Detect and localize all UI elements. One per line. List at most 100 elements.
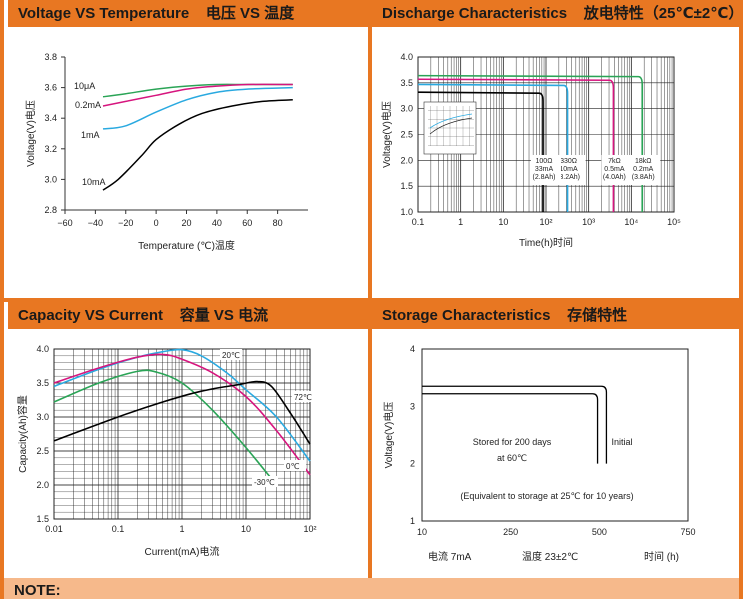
vt-series-label: 10μA — [74, 81, 95, 91]
st-y-tick-label: 4 — [410, 344, 415, 354]
dc-series-line — [417, 91, 544, 212]
dc-y-tick-label: 3.5 — [400, 78, 413, 88]
st-initial-label: Initial — [611, 437, 632, 447]
vt-x-tick-label: −40 — [88, 218, 103, 228]
vt-y-axis-label: Voltage(V)电压 — [24, 100, 37, 167]
vt-series-line — [102, 86, 293, 130]
dc-x-axis-label: Time(h)时间 — [519, 236, 573, 249]
st-condition-temp: 温度 23±2℃ — [522, 550, 578, 563]
dc-inset-curve — [429, 113, 473, 129]
st-y-tick-label: 2 — [410, 459, 415, 469]
discharge-chart: 1.0 1.5 2.0 2.5 3.0 3.5 4.0 0.1 1 10 10² 10³ 10⁴ 10⁵ T… — [380, 52, 681, 249]
cc-x-axis-label: Current(mA)电流 — [144, 545, 219, 558]
capacity-current-header: Capacity VS Current 容量 VS 电流 — [8, 302, 368, 329]
cc-label-backdrop — [220, 349, 242, 360]
voltage-temperature-panel: Voltage VS Temperature 电压 VS 温度 2.8 3.0 3.… — [8, 0, 368, 298]
cc-label-backdrop — [284, 460, 306, 471]
dc-inset-curve — [429, 117, 473, 135]
vt-y-tick-label: 3.0 — [44, 174, 57, 184]
discharge-title: Discharge Characteristics — [382, 5, 568, 22]
st-stored-label-1: Stored for 200 days — [473, 437, 552, 447]
note-bar: NOTE: — [4, 578, 739, 599]
discharge-header: Discharge Characteristics 放电特性（25℃±2℃） — [372, 0, 739, 27]
vt-y-tick-label: 3.6 — [44, 83, 57, 93]
vt-series-label: 10mA — [82, 177, 106, 187]
dc-y-tick-label: 1.0 — [400, 207, 413, 217]
cc-y-tick-label: 3.5 — [36, 378, 49, 388]
st-series-line — [422, 393, 599, 464]
dc-x-tick-label: 10³ — [582, 217, 595, 227]
capacity-current-title-cn: 容量 VS 电流 — [179, 307, 269, 324]
voltage-temperature-title-cn: 电压 VS 温度 — [205, 5, 295, 22]
vt-series-line — [102, 83, 293, 107]
dc-x-tick-label: 10⁵ — [667, 217, 681, 227]
vt-series-label: 1mA — [81, 130, 100, 140]
st-condition-current: 电流 7mA — [428, 550, 472, 563]
dc-x-tick-label: 10⁴ — [624, 217, 638, 227]
st-x-tick-label: 250 — [503, 527, 518, 537]
cc-label-backdrop — [292, 391, 314, 402]
note-label: NOTE: — [14, 582, 61, 599]
discharge-body: 1.0 1.5 2.0 2.5 3.0 3.5 4.0 0.1 1 10 10² 10³ 10⁴ 10⁵ T… — [372, 27, 739, 298]
st-x-tick-label: 10 — [417, 527, 427, 537]
dc-y-tick-label: 2.0 — [400, 155, 413, 165]
dc-series-capacity: (3.2Ah) — [557, 174, 580, 181]
cc-series-label: 20℃ — [222, 351, 240, 360]
st-series-line — [422, 385, 608, 464]
dc-x-tick-label: 1 — [458, 217, 463, 227]
vt-y-tick-label: 2.8 — [44, 205, 57, 215]
dc-label-backdrop — [630, 155, 661, 185]
dc-series-line — [417, 78, 615, 212]
vt-x-tick-label: 20 — [181, 218, 191, 228]
capacity-current-title: Capacity VS Current — [18, 307, 164, 324]
st-y-tick-label: 3 — [410, 401, 415, 411]
st-x-tick-label: 500 — [592, 527, 607, 537]
cc-series-line — [53, 380, 311, 445]
cc-y-tick-label: 2.0 — [36, 480, 49, 490]
vt-x-tick-label: 60 — [242, 218, 252, 228]
cc-x-tick-label: 0.1 — [112, 524, 125, 534]
cc-y-axis-label: Capacity(Ah)容量 — [16, 395, 29, 473]
cc-x-tick-label: 1 — [179, 524, 184, 534]
vt-x-tick-label: −60 — [57, 218, 72, 228]
discharge-title-cn: 放电特性（25℃±2℃） — [583, 5, 739, 22]
dc-series-name: 100Ω — [536, 158, 553, 165]
vt-x-tick-label: 0 — [154, 218, 159, 228]
st-equivalent-note: (Equivalent to storage at 25℃ for 10 yea… — [460, 491, 633, 501]
dc-x-tick-label: 10² — [539, 217, 552, 227]
dc-series-name: 18kΩ — [635, 158, 652, 165]
cc-series-line — [53, 353, 311, 476]
cc-y-tick-label: 1.5 — [36, 514, 49, 524]
capacity-current-chart: 1.5 2.0 2.5 3.0 3.5 4.0 0.01 0.1 1 10 10² Current(m… — [16, 344, 317, 558]
vertical-divider — [368, 0, 372, 578]
vt-x-tick-label: −20 — [118, 218, 133, 228]
st-x-tick-label: 750 — [680, 527, 695, 537]
vt-x-axis-label: Temperature (℃)温度 — [138, 239, 235, 252]
cc-x-tick-label: 10² — [303, 524, 316, 534]
dc-y-tick-label: 2.5 — [400, 130, 413, 140]
st-plot-frame — [421, 348, 689, 522]
dc-y-tick-label: 4.0 — [400, 52, 413, 62]
dc-series-load: 10mA — [559, 166, 578, 173]
cc-annotation: -30℃ — [254, 478, 275, 487]
st-stored-label-2: at 60℃ — [497, 453, 527, 463]
st-y-axis-label: Voltage(V)电压 — [382, 402, 395, 469]
dc-label-backdrop — [601, 155, 632, 185]
dc-series-capacity: (2.8Ah) — [533, 174, 556, 181]
dc-label-backdrop — [530, 155, 561, 185]
dc-series-name: 7kΩ — [608, 158, 621, 165]
st-y-tick-label: 1 — [410, 516, 415, 526]
dc-y-tick-label: 1.5 — [400, 181, 413, 191]
storage-panel: Storage Characteristics 存储特性 1 2 3 4 10 250 50… — [372, 302, 739, 578]
cc-series-label: 72℃ — [294, 393, 312, 402]
voltage-temperature-chart: 2.8 3.0 3.2 3.4 3.6 3.8 −60 −40 −20 0 20 40 60 80 Temp… — [24, 52, 308, 252]
vt-y-tick-label: 3.8 — [44, 52, 57, 62]
vt-series-label: 0.2mA — [75, 100, 101, 110]
storage-body: 1 2 3 4 10 250 500 750 Voltage(V)电压 Stored for 20… — [372, 329, 739, 578]
cc-series-label: 0℃ — [286, 462, 299, 471]
dc-series-line — [417, 83, 569, 212]
voltage-temperature-header: Voltage VS Temperature 电压 VS 温度 — [8, 0, 368, 27]
dc-series-capacity: (3.8Ah) — [632, 174, 655, 181]
vt-series-line — [102, 99, 293, 191]
